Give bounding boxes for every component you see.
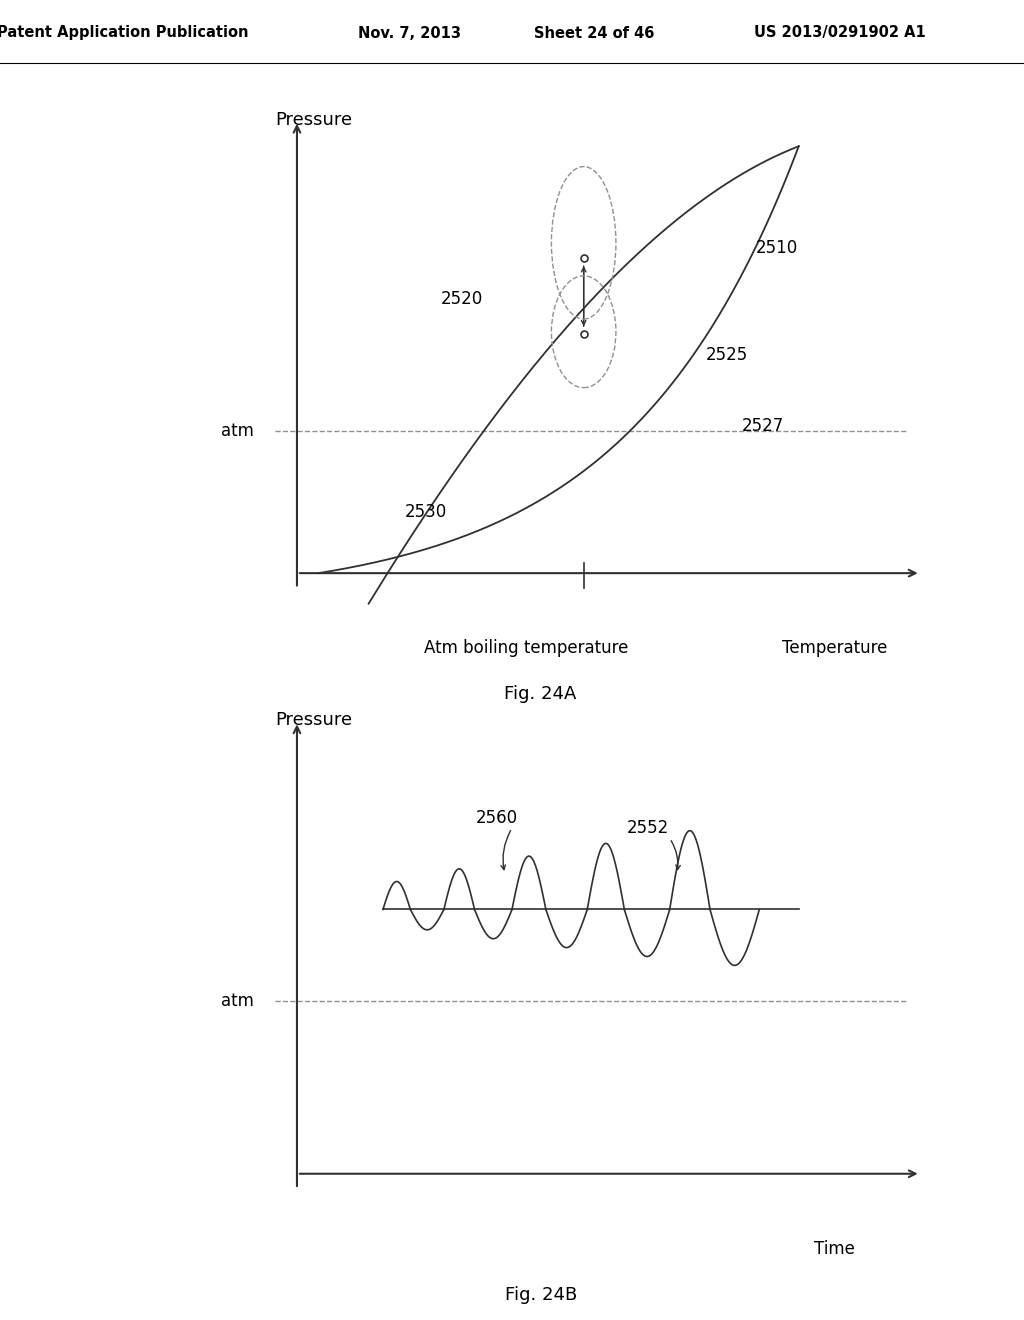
Text: 2530: 2530	[404, 503, 446, 521]
Text: Sheet 24 of 46: Sheet 24 of 46	[534, 25, 654, 41]
Text: Atm boiling temperature: Atm boiling temperature	[424, 639, 629, 657]
Text: Patent Application Publication: Patent Application Publication	[0, 25, 249, 41]
Text: 2560: 2560	[476, 809, 518, 828]
Text: 2552: 2552	[627, 820, 669, 837]
Text: Time: Time	[814, 1239, 855, 1258]
Text: Fig. 24B: Fig. 24B	[505, 1286, 577, 1304]
Text: 2525: 2525	[706, 346, 748, 363]
Text: atm: atm	[221, 991, 254, 1010]
Text: US 2013/0291902 A1: US 2013/0291902 A1	[754, 25, 926, 41]
Text: 2520: 2520	[440, 289, 482, 308]
Text: 2527: 2527	[741, 417, 783, 434]
Text: atm: atm	[221, 422, 254, 440]
Text: Pressure: Pressure	[275, 111, 352, 128]
Text: Pressure: Pressure	[275, 711, 352, 729]
Text: Nov. 7, 2013: Nov. 7, 2013	[358, 25, 461, 41]
Text: Fig. 24A: Fig. 24A	[505, 685, 577, 704]
Text: Temperature: Temperature	[782, 639, 887, 657]
Text: 2510: 2510	[756, 239, 798, 257]
